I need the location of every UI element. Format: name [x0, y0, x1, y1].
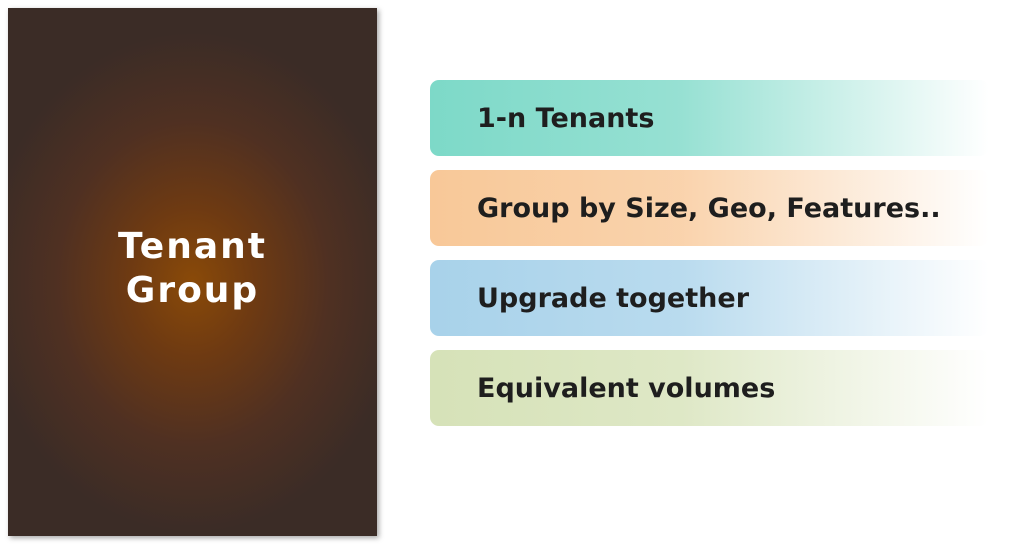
- feature-list: 1-n Tenants Group by Size, Geo, Features…: [430, 80, 989, 440]
- feature-grouping: Group by Size, Geo, Features..: [430, 170, 989, 246]
- feature-label: Equivalent volumes: [477, 372, 776, 404]
- feature-label: Group by Size, Geo, Features..: [477, 192, 941, 224]
- feature-tenants: 1-n Tenants: [430, 80, 989, 156]
- feature-label: Upgrade together: [477, 282, 750, 314]
- feature-volumes: Equivalent volumes: [430, 350, 989, 426]
- feature-upgrade: Upgrade together: [430, 260, 989, 336]
- feature-label: 1-n Tenants: [477, 102, 655, 134]
- tenant-group-card: Tenant Group: [8, 8, 377, 536]
- tenant-group-title: Tenant Group: [118, 226, 267, 311]
